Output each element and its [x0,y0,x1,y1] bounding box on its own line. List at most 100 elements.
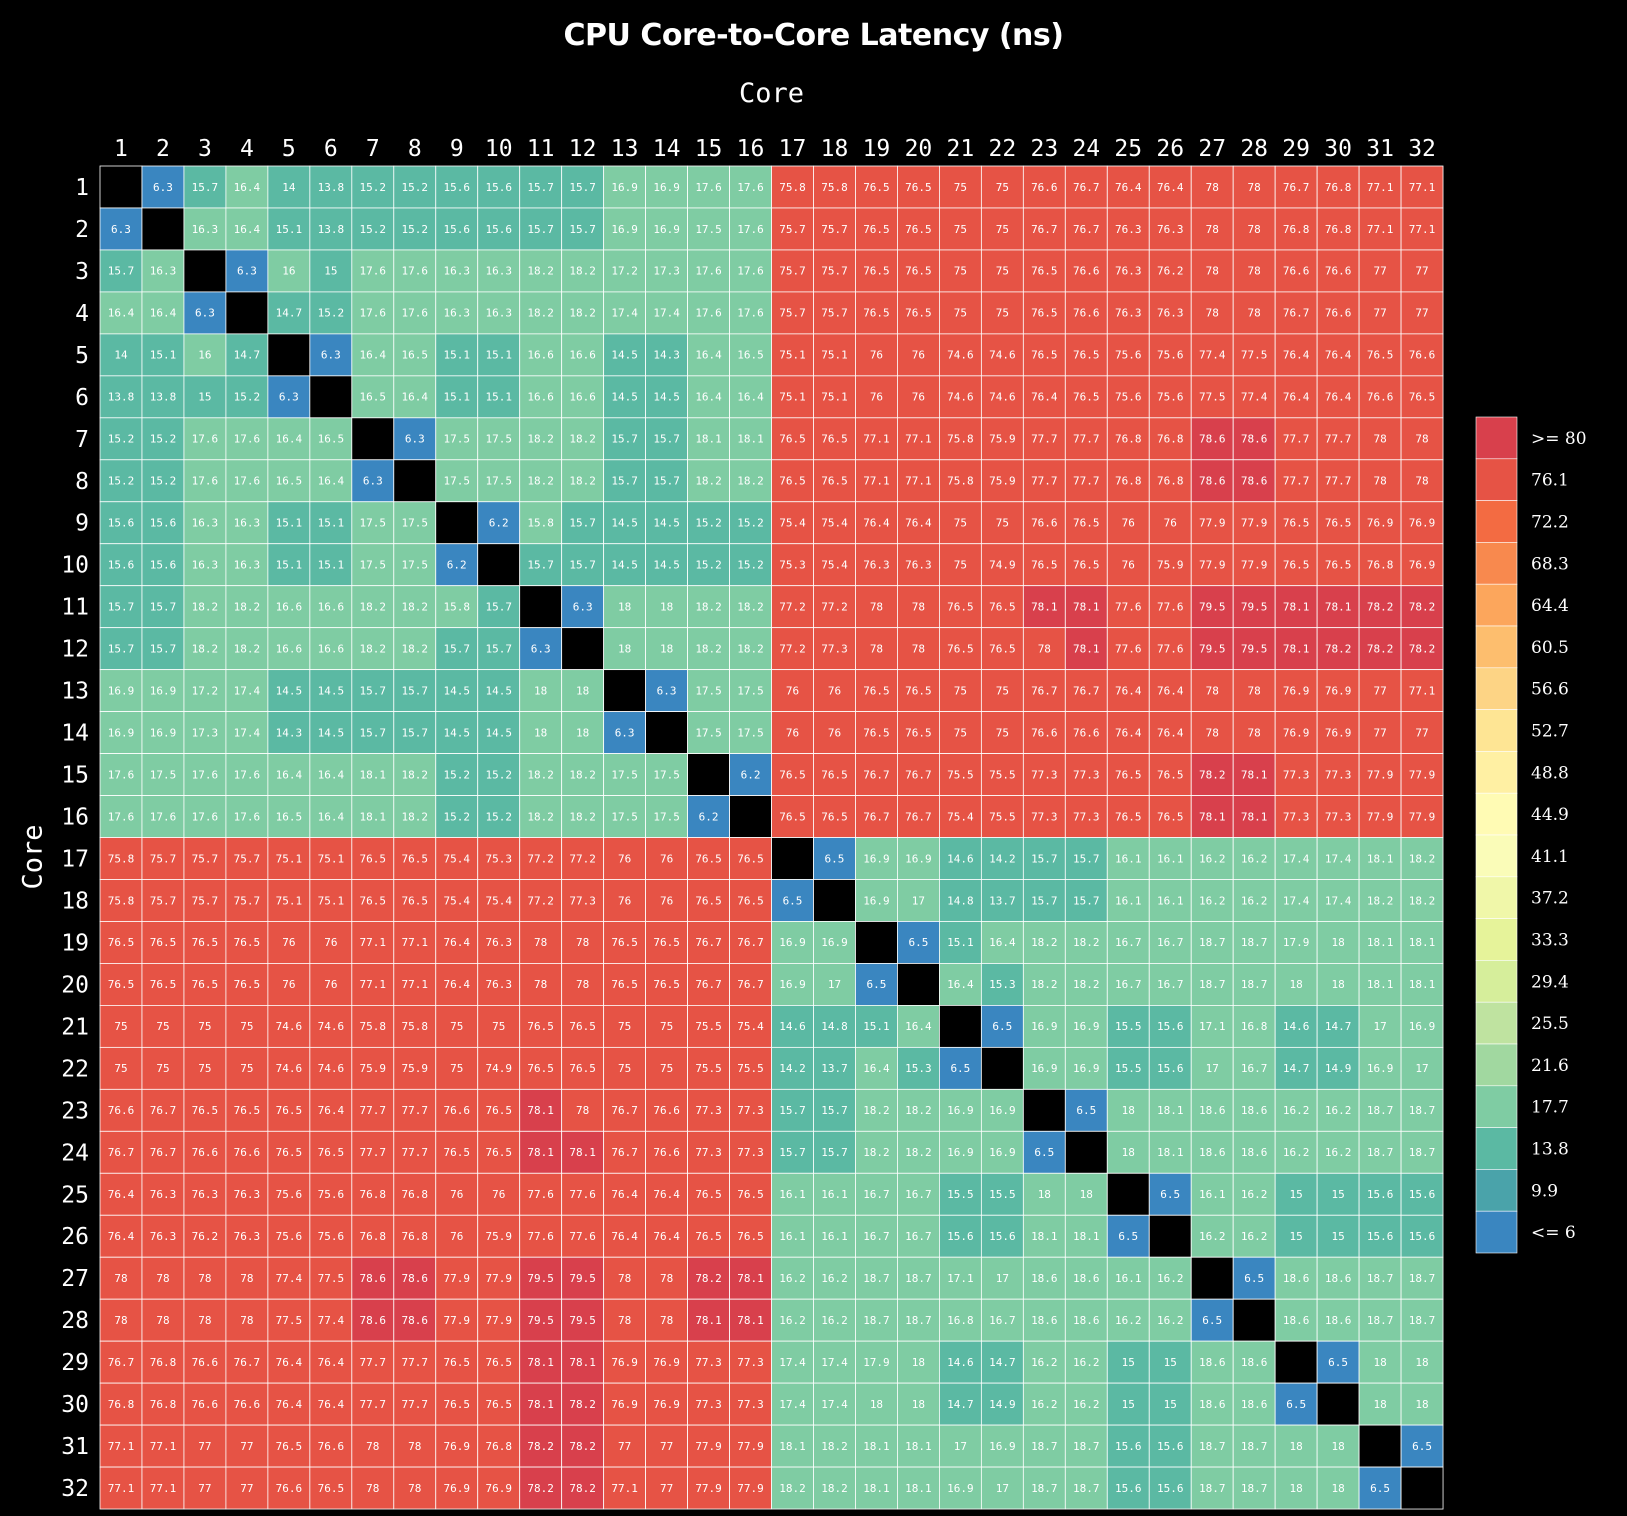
cell-value-label: 18.7 [1073,1482,1100,1495]
heatmap-cell [771,753,814,796]
heatmap-cell-diagonal [980,1046,1024,1090]
heatmap-cell [1232,1466,1276,1510]
cell-value-label: 76.7 [1073,181,1100,194]
y-tick-label: 23 [61,1098,89,1124]
heatmap-cell [351,1340,395,1384]
cell-value-label: 17.3 [192,726,219,739]
cell-value-label: 75.4 [947,810,974,823]
cell-value-label: 76.5 [1031,307,1058,320]
cell-value-label: 17.5 [737,726,764,739]
cell-value-label: 75 [996,265,1009,278]
cell-value-label: 17.6 [695,181,722,194]
cell-value-label: 6.3 [195,307,215,320]
heatmap-cell [267,543,311,587]
heatmap-cell [603,207,647,251]
cell-value-label: 15.3 [989,978,1016,991]
cell-value-label: 77.1 [863,433,890,446]
cell-value-label: 16.2 [1283,1146,1310,1159]
cell-value-label: 15.6 [108,517,135,530]
heatmap-cell [1358,375,1402,419]
cell-value-label: 76.5 [1073,349,1100,362]
x-tick-label: 23 [1030,136,1058,162]
cell-value-label: 77.6 [527,1230,554,1243]
cell-value-label: 78 [1248,726,1261,739]
cell-value-label: 16.6 [276,642,303,655]
cell-value-label: 76.3 [192,1188,219,1201]
heatmap-cell [1064,459,1108,503]
cell-value-label: 78.1 [1241,768,1268,781]
heatmap-cell [603,963,647,1006]
cell-value-label: 15 [1290,1188,1303,1201]
cell-value-label: 17.6 [402,265,429,278]
heatmap-cell-diagonal [771,837,814,880]
heatmap-cell [645,291,688,335]
cell-value-label: 76.5 [737,1188,764,1201]
heatmap-cell [519,795,563,838]
cell-value-label: 76.5 [737,1230,764,1243]
cell-value-label: 16.9 [863,852,890,865]
cell-value-label: 16.2 [1199,852,1226,865]
cell-value-label: 77.3 [821,642,848,655]
cell-value-label: 6.5 [1118,1230,1138,1243]
heatmap-cell [183,291,227,335]
heatmap-cell [645,669,688,713]
heatmap-cell [771,879,814,922]
cell-value-label: 76.2 [1157,265,1184,278]
cell-value-label: 77 [1415,307,1428,320]
heatmap-cell [309,207,353,251]
cell-value-label: 75.5 [947,768,974,781]
cell-value-label: 76.5 [1283,517,1310,530]
cell-value-label: 17.5 [611,768,638,781]
cell-value-label: 77.3 [1073,810,1100,823]
cell-value-label: 17.2 [192,684,219,697]
cell-value-label: 77.9 [1241,559,1268,572]
heatmap-cell [267,1172,311,1216]
cell-value-label: 16.4 [863,1062,890,1075]
cell-value-label: 15.2 [150,433,177,446]
cell-value-label: 18.6 [1283,1314,1310,1327]
cell-value-label: 15.7 [821,1146,848,1159]
heatmap-cell [813,1256,856,1300]
heatmap-cell [1274,1382,1318,1426]
heatmap-cell [1106,459,1150,503]
y-tick-label: 20 [61,972,89,998]
cell-value-label: 16.1 [1115,852,1142,865]
heatmap-cell [435,1005,479,1048]
cell-value-label: 18.2 [737,642,764,655]
cell-value-label: 76.9 [443,1440,470,1453]
heatmap-cell [813,753,856,796]
cell-value-label: 18.2 [527,433,554,446]
heatmap-cell [1106,1340,1150,1384]
heatmap-cell [813,1424,856,1468]
cell-value-label: 16.9 [150,684,177,697]
heatmap-cell [1400,249,1444,293]
cell-value-label: 17.4 [611,307,638,320]
heatmap-cell [1106,417,1150,461]
cell-value-label: 77.9 [443,1272,470,1285]
cell-value-label: 75.4 [737,1020,764,1033]
cell-value-label: 16.1 [821,1188,848,1201]
cell-value-label: 18.7 [905,1314,932,1327]
cell-value-label: 18.2 [192,600,219,613]
cell-value-label: 76.5 [653,936,680,949]
x-tick-label: 4 [240,136,254,162]
heatmap-cell [771,1130,814,1174]
cell-value-label: 78 [366,1482,379,1495]
cell-value-label: 76.4 [1115,181,1142,194]
cell-value-label: 16.3 [192,517,219,530]
cell-value-label: 77.5 [318,1272,345,1285]
cell-value-label: 15.7 [653,475,680,488]
cell-value-label: 76.6 [234,1398,261,1411]
heatmap-cell [351,1130,395,1174]
heatmap-cell [477,1005,521,1048]
cell-value-label: 18.2 [1367,894,1394,907]
cell-value-label: 76.3 [905,559,932,572]
cell-value-label: 16.6 [569,349,596,362]
heatmap-cell [855,1424,898,1468]
heatmap-cell [477,249,521,293]
x-tick-label: 18 [821,136,849,162]
cell-value-label: 76.6 [1283,265,1310,278]
cell-value-label: 76.5 [1325,517,1352,530]
cell-value-label: 76.5 [1283,559,1310,572]
y-tick-label: 12 [61,637,89,663]
